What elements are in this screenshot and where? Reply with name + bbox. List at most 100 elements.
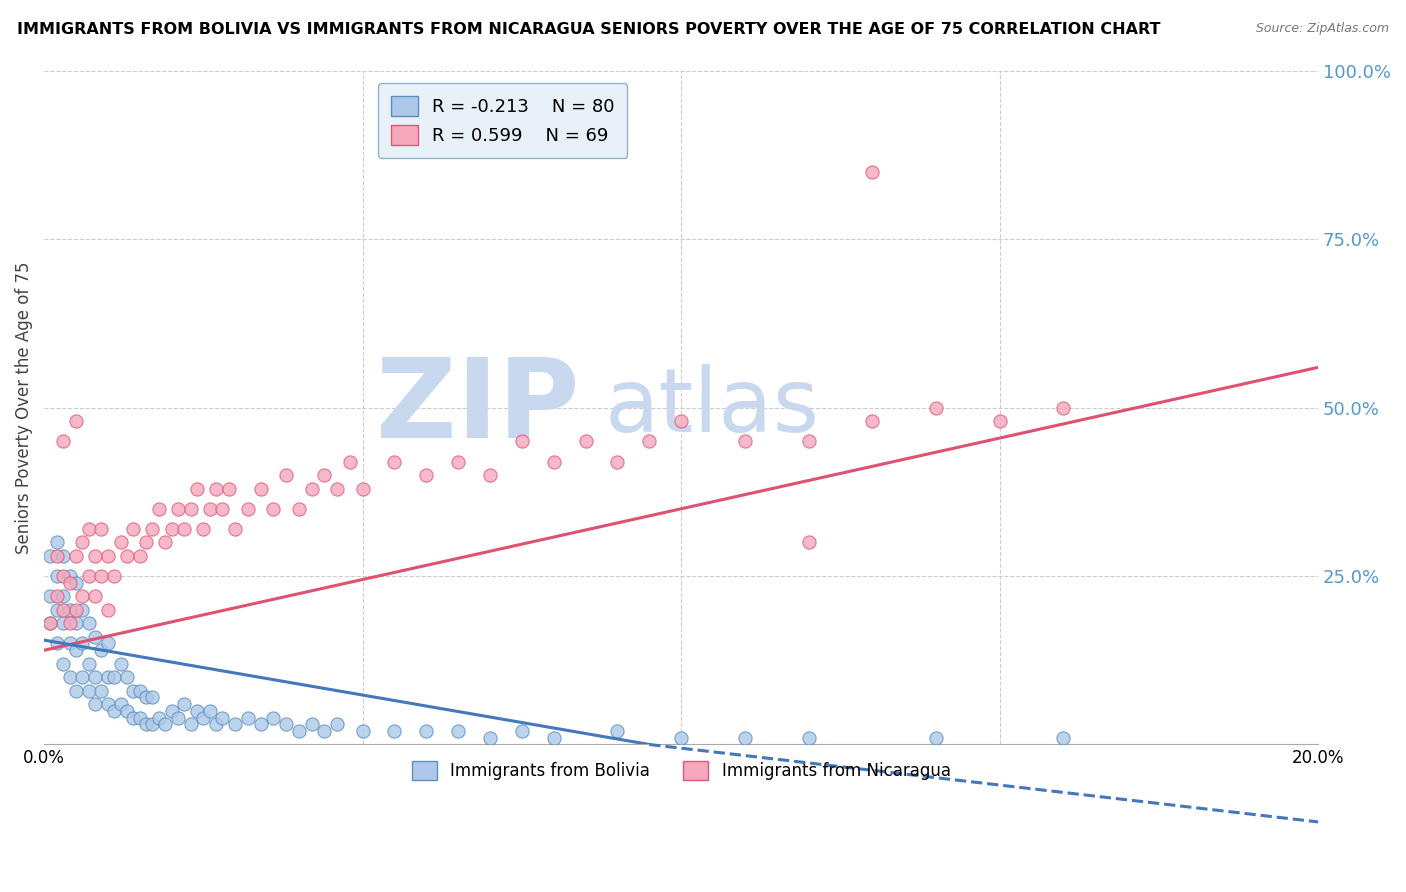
Point: [58, 636, 80, 650]
Point: [925, 401, 948, 415]
Point: [205, 717, 228, 731]
Point: [97, 549, 120, 563]
Point: [45, 535, 67, 549]
Point: [103, 569, 125, 583]
Point: [384, 724, 406, 739]
Point: [167, 710, 190, 724]
Point: [153, 535, 176, 549]
Point: [52, 569, 75, 583]
Y-axis label: Seniors Poverty Over the Age of 75: Seniors Poverty Over the Age of 75: [15, 261, 32, 554]
Legend: Immigrants from Bolivia, Immigrants from Nicaragua: Immigrants from Bolivia, Immigrants from…: [405, 755, 957, 787]
Point: [797, 535, 820, 549]
Point: [734, 434, 756, 449]
Point: [72, 535, 94, 549]
Point: [314, 724, 336, 739]
Point: [326, 482, 349, 496]
Point: [211, 501, 233, 516]
Point: [103, 704, 125, 718]
Point: [135, 690, 157, 705]
Point: [669, 414, 692, 428]
Point: [128, 683, 150, 698]
Point: [65, 683, 87, 698]
Point: [122, 683, 145, 698]
Point: [173, 522, 195, 536]
Point: [52, 603, 75, 617]
Point: [148, 501, 170, 516]
Point: [186, 482, 208, 496]
Point: [236, 501, 259, 516]
Point: [734, 731, 756, 745]
Point: [860, 165, 883, 179]
Point: [510, 724, 533, 739]
Point: [160, 704, 183, 718]
Point: [262, 501, 284, 516]
Point: [110, 657, 132, 671]
Point: [1052, 731, 1074, 745]
Point: [160, 522, 183, 536]
Point: [110, 535, 132, 549]
Point: [606, 724, 628, 739]
Point: [52, 657, 75, 671]
Point: [77, 657, 100, 671]
Point: [128, 549, 150, 563]
Point: [58, 670, 80, 684]
Point: [39, 616, 62, 631]
Point: [224, 522, 246, 536]
Point: [72, 590, 94, 604]
Point: [45, 569, 67, 583]
Point: [205, 482, 228, 496]
Point: [84, 630, 107, 644]
Point: [90, 683, 112, 698]
Point: [45, 549, 67, 563]
Point: [301, 717, 323, 731]
Point: [447, 455, 470, 469]
Point: [58, 616, 80, 631]
Point: [90, 643, 112, 657]
Point: [39, 590, 62, 604]
Point: [167, 501, 190, 516]
Point: [65, 616, 87, 631]
Point: [141, 717, 163, 731]
Point: [384, 455, 406, 469]
Point: [638, 434, 661, 449]
Text: atlas: atlas: [605, 364, 820, 451]
Point: [180, 501, 202, 516]
Point: [543, 731, 565, 745]
Point: [797, 434, 820, 449]
Text: IMMIGRANTS FROM BOLIVIA VS IMMIGRANTS FROM NICARAGUA SENIORS POVERTY OVER THE AG: IMMIGRANTS FROM BOLIVIA VS IMMIGRANTS FR…: [17, 22, 1160, 37]
Point: [58, 569, 80, 583]
Point: [115, 549, 138, 563]
Point: [65, 575, 87, 590]
Point: [925, 731, 948, 745]
Point: [276, 468, 298, 483]
Point: [115, 704, 138, 718]
Point: [77, 522, 100, 536]
Point: [148, 710, 170, 724]
Point: [236, 710, 259, 724]
Point: [77, 569, 100, 583]
Point: [72, 670, 94, 684]
Point: [128, 710, 150, 724]
Point: [301, 482, 323, 496]
Point: [198, 704, 221, 718]
Point: [115, 670, 138, 684]
Point: [606, 455, 628, 469]
Point: [352, 482, 374, 496]
Point: [45, 603, 67, 617]
Point: [84, 590, 107, 604]
Point: [797, 731, 820, 745]
Point: [77, 616, 100, 631]
Point: [988, 414, 1011, 428]
Point: [77, 683, 100, 698]
Point: [72, 636, 94, 650]
Point: [45, 590, 67, 604]
Point: [186, 704, 208, 718]
Point: [84, 697, 107, 711]
Point: [415, 724, 437, 739]
Point: [543, 455, 565, 469]
Point: [122, 522, 145, 536]
Point: [65, 549, 87, 563]
Point: [193, 522, 215, 536]
Point: [90, 522, 112, 536]
Point: [103, 670, 125, 684]
